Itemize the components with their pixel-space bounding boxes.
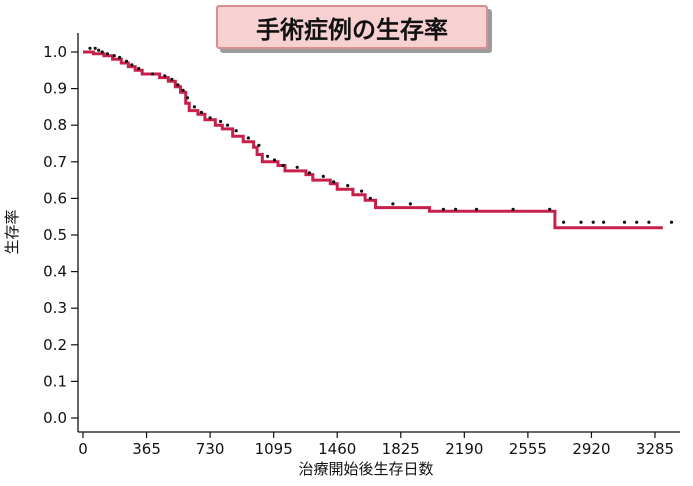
censor-mark (391, 202, 395, 206)
censor-mark (112, 54, 116, 58)
x-tick-label: 2555 (509, 440, 547, 458)
censor-mark (105, 52, 109, 56)
censor-mark (225, 123, 230, 127)
x-tick-label: 2920 (572, 440, 610, 458)
y-tick-label: 0.2 (43, 336, 67, 354)
censor-mark (548, 207, 552, 211)
censor-mark (219, 119, 223, 124)
censor-mark (130, 63, 134, 67)
y-tick-label: 0.7 (43, 153, 67, 171)
censor-mark (368, 196, 372, 200)
censor-mark (454, 207, 458, 211)
censor-mark (307, 171, 311, 175)
censor-mark (346, 184, 350, 188)
censor-mark (295, 165, 299, 169)
x-tick-label: 365 (132, 440, 161, 458)
y-tick-label: 0.4 (43, 263, 67, 281)
axes (77, 33, 680, 433)
censor-mark (635, 220, 639, 224)
survival-curve (83, 50, 663, 230)
censor-mark (579, 220, 583, 224)
x-tick-label: 1095 (255, 440, 293, 458)
censor-mark (647, 220, 651, 224)
censor-mark (591, 220, 595, 224)
censor-mark (163, 74, 167, 78)
censor-mark (97, 48, 101, 52)
censor-mark (124, 59, 129, 63)
censor-mark (257, 143, 261, 147)
censor-mark (199, 110, 203, 114)
censor-mark (234, 129, 238, 133)
censor-mark (281, 163, 285, 168)
censor-mark (321, 174, 325, 178)
censor-mark (562, 220, 566, 224)
censor-mark (441, 207, 445, 211)
censor-mark (246, 136, 250, 140)
x-tick-label: 1825 (382, 440, 420, 458)
censor-mark (100, 50, 104, 54)
censor-mark (170, 77, 174, 81)
y-tick-label: 0.3 (43, 299, 67, 317)
y-tick-label: 0.1 (43, 372, 67, 390)
censor-mark (118, 55, 122, 60)
censor-mark (185, 96, 190, 100)
censor-mark (474, 207, 479, 211)
censor-mark (208, 116, 212, 120)
censor-mark (360, 189, 364, 193)
x-tick-label: 2190 (445, 440, 483, 458)
y-axis-label: 生存率 (3, 209, 21, 254)
x-tick-label: 730 (196, 440, 225, 458)
y-tick-label: 0.6 (43, 189, 67, 207)
censor-mark (408, 202, 412, 206)
censor-mark (93, 46, 97, 50)
censor-marks (88, 46, 674, 224)
x-axis-label: 治療開始後生存日数 (298, 460, 433, 478)
censor-mark (176, 83, 180, 87)
censor-mark (622, 220, 627, 224)
censor-mark (192, 105, 196, 109)
y-tick-label: 0.8 (43, 116, 67, 134)
censor-mark (151, 72, 155, 76)
ticks: 0.0 0.1 0.2 0.3 0.4 0.5 0.6 0.7 0.8 0.9 1.0 0 365 730… (43, 43, 674, 458)
y-tick-label: 0.9 (43, 80, 67, 98)
censor-mark (181, 88, 185, 92)
censor-mark (272, 158, 277, 162)
censor-mark (602, 220, 606, 224)
y-tick-label: 0.0 (43, 409, 67, 427)
censor-mark (332, 180, 336, 184)
censor-mark (88, 46, 92, 50)
censor-mark (266, 154, 270, 158)
y-tick-label: 0.5 (43, 226, 67, 244)
censor-mark (511, 207, 515, 211)
y-tick-label: 1.0 (43, 43, 67, 61)
censor-mark (669, 220, 674, 224)
chart-title: 手術症例の生存率 (216, 5, 488, 49)
x-tick-label: 1460 (318, 440, 356, 458)
x-tick-label: 0 (78, 440, 88, 458)
x-tick-label: 3285 (636, 440, 674, 458)
censor-mark (137, 66, 141, 71)
